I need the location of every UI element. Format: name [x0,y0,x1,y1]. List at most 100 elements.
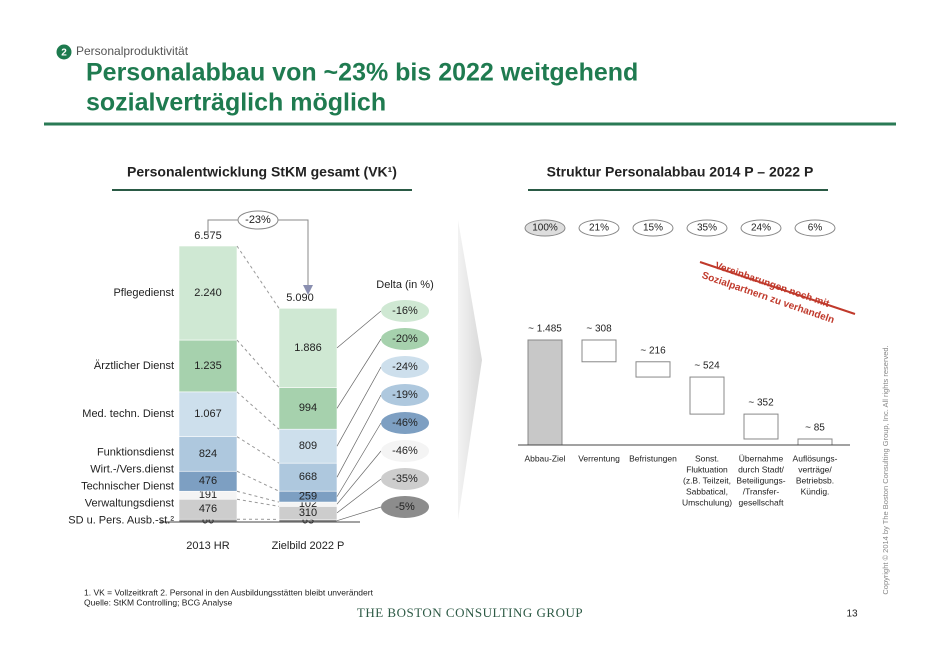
x-tick-label: (z.B. Teilzeit, [683,475,731,485]
share-label: 100% [532,223,558,234]
value-label: 994 [299,402,317,414]
bar-segment [278,428,338,464]
x-tick-label: Zielbild 2022 P [272,540,345,552]
value-label: 259 [299,491,317,503]
x-tick-label: Beteiligungs- [736,475,785,485]
bar [743,413,779,440]
value-label: 1.235 [194,360,222,372]
x-tick-label: Kündig. [801,486,830,496]
badge-number: 2 [61,48,67,59]
x-tick-label: Sonst. [695,453,719,463]
badge [56,44,72,60]
x-tick-label: durch Stadt/ [738,464,784,474]
value-label: 2.240 [194,287,222,299]
share-label: 21% [589,223,609,234]
bar [527,339,563,446]
delta-connector [336,506,382,522]
series-label: Funktionsdienst [97,447,174,459]
series-label: Technischer Dienst [81,481,174,493]
bar-segment [278,307,338,388]
title: Personalabbau von ~23% bis 2022 weitgehe… [86,59,638,87]
value-label: 191 [199,489,217,501]
x-tick-label: gesellschaft [739,497,785,507]
delta-label: -46% [392,417,418,429]
delta-badge [381,496,429,518]
connector [236,498,280,507]
delta-connector [336,478,382,514]
value-label: ~ 308 [586,324,612,335]
chart-title: Struktur Personalabbau 2014 P – 2022 P [547,164,814,180]
value-label: 824 [199,448,217,460]
separator-chevron [458,220,482,520]
value-label: 809 [299,440,317,452]
source: Quelle: StKM Controlling; BCG Analyse [84,597,233,607]
x-tick-label: Befristungen [629,453,677,463]
brand: THE BOSTON CONSULTING GROUP [357,605,583,620]
delta-label: -46% [392,445,418,457]
series-label: Med. techn. Dienst [82,408,174,420]
delta-badge [381,356,429,378]
bar [635,361,671,378]
x-tick-label: Betriebsb. [796,475,834,485]
delta-title: Delta (in %) [376,279,433,291]
connector [236,245,280,309]
value-label: ~ 216 [640,345,666,356]
title: sozialverträglich möglich [86,89,386,117]
bar [797,438,833,446]
copyright: Copyright © 2014 by The Boston Consultin… [881,345,890,594]
connector [236,339,280,388]
x-tick-label: 2013 HR [186,540,229,552]
bar-segment [178,245,238,341]
value-label: ~ 524 [694,361,720,372]
value-label: 476 [199,503,217,515]
share-badge [686,219,728,237]
delta-badge [381,440,429,462]
series-label: Ärztlicher Dienst [94,360,174,372]
bar-segment [278,462,338,492]
share-badge [524,219,566,237]
series-label: SD u. Pers. Ausb.-st.² [68,515,174,527]
total-label: 5.090 [286,292,314,304]
x-tick-label: verträge/ [798,464,832,474]
x-tick-label: Abbau-Ziel [524,453,565,463]
value-label: ~ 1.485 [528,324,562,335]
delta-label: -16% [392,305,418,317]
value-label: 310 [299,507,317,519]
footnote: 1. VK = Vollzeitkraft 2. Personal in den… [84,587,374,597]
value-label: 1.886 [294,342,322,354]
delta-badge [381,412,429,434]
connector [236,436,280,464]
x-tick-label: Fluktuation [686,464,728,474]
delta-connector [336,422,382,497]
x-tick-label: Übernahme [739,453,784,463]
share-badge [632,219,674,237]
bar-segment [278,387,338,430]
x-tick-label: Sabbatical, [686,486,728,496]
delta-badge [381,328,429,350]
share-label: 6% [808,223,823,234]
series-label: Wirt.-/Vers.dienst [90,464,174,476]
delta-connector [336,450,382,505]
share-label: 24% [751,223,771,234]
delta-connector [336,366,382,447]
share-label: 35% [697,223,717,234]
delta-badge [381,384,429,406]
change-label: -23% [245,214,271,226]
kicker: Personalproduktivität [76,44,189,58]
delta-connector [336,394,382,478]
change-badge [237,210,279,230]
page-number: 13 [846,609,858,620]
x-tick-label: Auflösungs- [793,453,838,463]
share-badge [740,219,782,237]
delta-connector [336,310,382,349]
bar-segment [178,391,238,437]
value-label: ~ 352 [748,398,774,409]
delta-label: -20% [392,333,418,345]
bar [689,376,725,415]
bar-segment [178,339,238,393]
delta-badge [381,300,429,322]
delta-label: -5% [395,501,415,513]
delta-label: -24% [392,361,418,373]
chart-title: Personalentwicklung StKM gesamt (VK¹) [127,164,397,180]
